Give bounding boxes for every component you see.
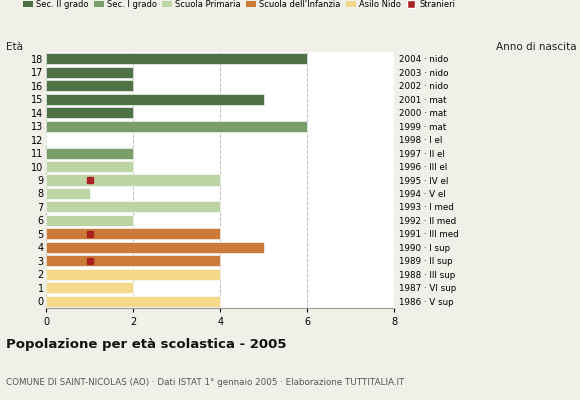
Legend: Sec. II grado, Sec. I grado, Scuola Primaria, Scuola dell'Infanzia, Asilo Nido, : Sec. II grado, Sec. I grado, Scuola Prim… [23,0,455,9]
Bar [46,242,264,253]
Bar [46,215,133,226]
Bar [46,174,220,186]
Bar [46,120,307,132]
Bar [46,148,133,158]
Text: Popolazione per età scolastica - 2005: Popolazione per età scolastica - 2005 [6,338,287,351]
Bar [46,161,133,172]
Bar [46,94,264,105]
Bar [46,107,133,118]
Bar [46,255,220,266]
Bar [46,269,220,280]
Bar [46,296,220,307]
Text: Età: Età [6,42,23,52]
Bar [46,282,133,293]
Text: Anno di nascita: Anno di nascita [496,42,577,52]
Bar [46,188,90,199]
Text: COMUNE DI SAINT-NICOLAS (AO) · Dati ISTAT 1° gennaio 2005 · Elaborazione TUTTITA: COMUNE DI SAINT-NICOLAS (AO) · Dati ISTA… [6,378,404,387]
Bar [46,228,220,240]
Bar [46,67,133,78]
Bar [46,80,133,91]
Bar [46,202,220,212]
Bar [46,53,307,64]
